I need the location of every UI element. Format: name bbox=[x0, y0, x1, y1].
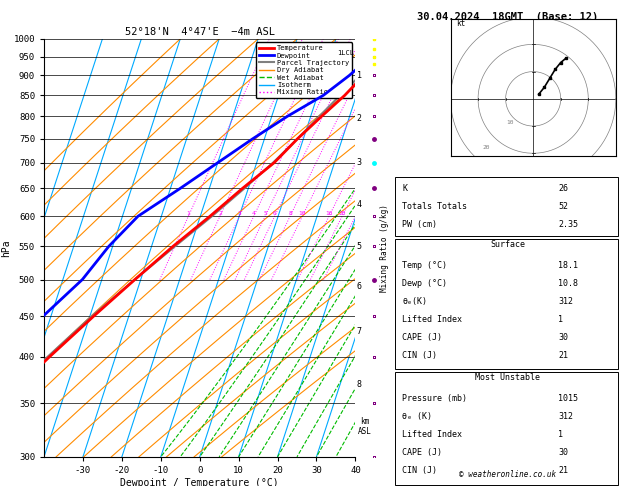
FancyBboxPatch shape bbox=[396, 372, 618, 485]
Text: 20: 20 bbox=[482, 145, 490, 150]
Text: 6: 6 bbox=[357, 282, 362, 291]
Text: 1: 1 bbox=[559, 430, 564, 439]
Text: Surface: Surface bbox=[491, 240, 525, 249]
Text: 30: 30 bbox=[559, 333, 569, 342]
Text: 3: 3 bbox=[357, 158, 362, 167]
Text: 21: 21 bbox=[559, 351, 569, 360]
Text: kt: kt bbox=[456, 19, 465, 28]
Text: θₑ (K): θₑ (K) bbox=[403, 412, 432, 421]
Text: 26: 26 bbox=[559, 184, 569, 193]
Text: 3: 3 bbox=[238, 211, 242, 216]
Text: PW (cm): PW (cm) bbox=[403, 220, 437, 229]
Text: 30: 30 bbox=[559, 448, 569, 457]
Text: 5: 5 bbox=[357, 242, 362, 251]
Text: K: K bbox=[403, 184, 408, 193]
Text: Mixing Ratio (g/kg): Mixing Ratio (g/kg) bbox=[380, 204, 389, 292]
Text: 2: 2 bbox=[218, 211, 222, 216]
Text: 2.35: 2.35 bbox=[559, 220, 579, 229]
Text: 1: 1 bbox=[187, 211, 191, 216]
Text: CIN (J): CIN (J) bbox=[403, 466, 437, 475]
Text: 6: 6 bbox=[273, 211, 277, 216]
Text: Lifted Index: Lifted Index bbox=[403, 315, 462, 324]
Text: Lifted Index: Lifted Index bbox=[403, 430, 462, 439]
Text: 8: 8 bbox=[357, 380, 362, 388]
Text: 1: 1 bbox=[357, 71, 362, 80]
Text: 16: 16 bbox=[325, 211, 333, 216]
Text: 1: 1 bbox=[559, 315, 564, 324]
Text: 52: 52 bbox=[559, 202, 569, 211]
Text: Temp (°C): Temp (°C) bbox=[403, 261, 447, 270]
Text: Totals Totals: Totals Totals bbox=[403, 202, 467, 211]
Text: 1LCL: 1LCL bbox=[337, 50, 354, 56]
Text: CAPE (J): CAPE (J) bbox=[403, 333, 442, 342]
Text: 4: 4 bbox=[357, 200, 362, 209]
Text: © weatheronline.co.uk: © weatheronline.co.uk bbox=[459, 469, 557, 479]
Text: Dewp (°C): Dewp (°C) bbox=[403, 279, 447, 288]
Text: 312: 312 bbox=[559, 412, 574, 421]
FancyBboxPatch shape bbox=[396, 239, 618, 369]
Text: 10: 10 bbox=[506, 120, 513, 125]
Text: 5: 5 bbox=[264, 211, 267, 216]
Text: Pressure (mb): Pressure (mb) bbox=[403, 394, 467, 403]
Text: 4: 4 bbox=[252, 211, 255, 216]
Text: Most Unstable: Most Unstable bbox=[476, 373, 540, 382]
Text: 312: 312 bbox=[559, 297, 574, 306]
Text: 30.04.2024  18GMT  (Base: 12): 30.04.2024 18GMT (Base: 12) bbox=[417, 12, 599, 22]
Text: 8: 8 bbox=[288, 211, 292, 216]
Y-axis label: hPa: hPa bbox=[1, 239, 11, 257]
Text: km
ASL: km ASL bbox=[358, 417, 372, 436]
Text: 10.8: 10.8 bbox=[559, 279, 579, 288]
Text: CAPE (J): CAPE (J) bbox=[403, 448, 442, 457]
FancyBboxPatch shape bbox=[396, 177, 618, 236]
Text: 10: 10 bbox=[299, 211, 306, 216]
X-axis label: Dewpoint / Temperature (°C): Dewpoint / Temperature (°C) bbox=[120, 478, 279, 486]
Text: θₑ(K): θₑ(K) bbox=[403, 297, 427, 306]
Text: 1015: 1015 bbox=[559, 394, 579, 403]
Legend: Temperature, Dewpoint, Parcel Trajectory, Dry Adiabat, Wet Adiabat, Isotherm, Mi: Temperature, Dewpoint, Parcel Trajectory… bbox=[256, 42, 352, 98]
Text: 2: 2 bbox=[357, 114, 362, 123]
Text: 7: 7 bbox=[357, 328, 362, 336]
Text: 18.1: 18.1 bbox=[559, 261, 579, 270]
Text: CIN (J): CIN (J) bbox=[403, 351, 437, 360]
Text: 21: 21 bbox=[559, 466, 569, 475]
Title: 52°18'N  4°47'E  −4m ASL: 52°18'N 4°47'E −4m ASL bbox=[125, 27, 275, 37]
Text: 20: 20 bbox=[338, 211, 346, 216]
